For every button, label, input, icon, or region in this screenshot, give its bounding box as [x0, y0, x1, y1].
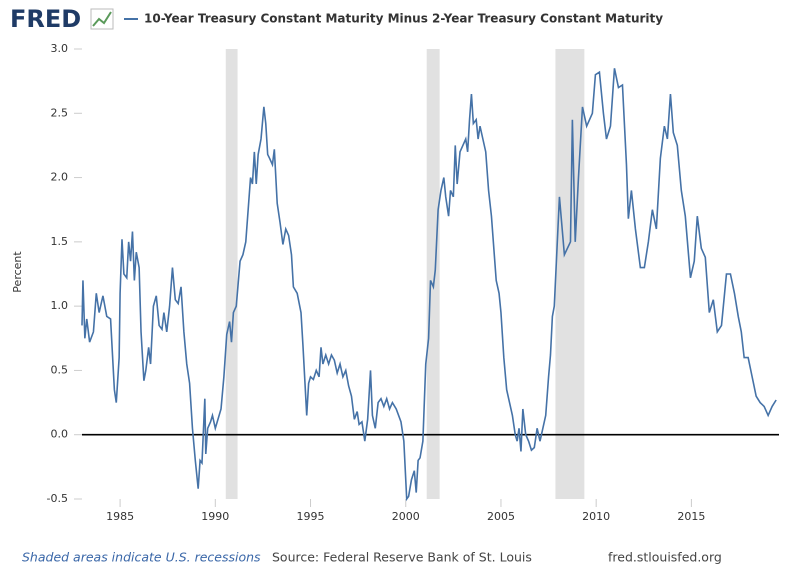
y-tick-label: 0.0 — [51, 428, 69, 441]
x-tick-label: 1995 — [297, 510, 325, 523]
logo-icon-line — [92, 11, 112, 27]
y-axis-label: Percent — [11, 251, 24, 293]
series-line — [81, 68, 777, 502]
recession-shade — [555, 49, 585, 499]
legend-label: 10-Year Treasury Constant Maturity Minus… — [144, 12, 663, 26]
x-tick-label: 2015 — [677, 510, 705, 523]
recession-note: Shaded areas indicate U.S. recessions — [22, 550, 261, 565]
x-tick-label: 2010 — [582, 510, 610, 523]
y-tick-label: 3.0 — [51, 42, 69, 55]
logo-icon — [90, 8, 114, 30]
y-tick-label: 2.0 — [51, 171, 69, 184]
y-tick-label: 1.5 — [51, 235, 69, 248]
x-tick-label: 1990 — [201, 510, 229, 523]
recession-shade — [426, 49, 440, 499]
y-tick-label: 0.5 — [51, 363, 69, 376]
x-tick-label: 2005 — [487, 510, 515, 523]
y-tick-label: 2.5 — [51, 106, 69, 119]
site: fred.stlouisfed.org — [608, 550, 722, 565]
x-tick-label: 1985 — [106, 510, 134, 523]
logo: FRED — [10, 5, 81, 33]
y-tick-label: -0.5 — [47, 492, 68, 505]
recession-shade — [225, 49, 238, 499]
source: Source: Federal Reserve Bank of St. Loui… — [272, 550, 532, 565]
x-tick-label: 2000 — [392, 510, 420, 523]
y-tick-label: 1.0 — [51, 299, 69, 312]
